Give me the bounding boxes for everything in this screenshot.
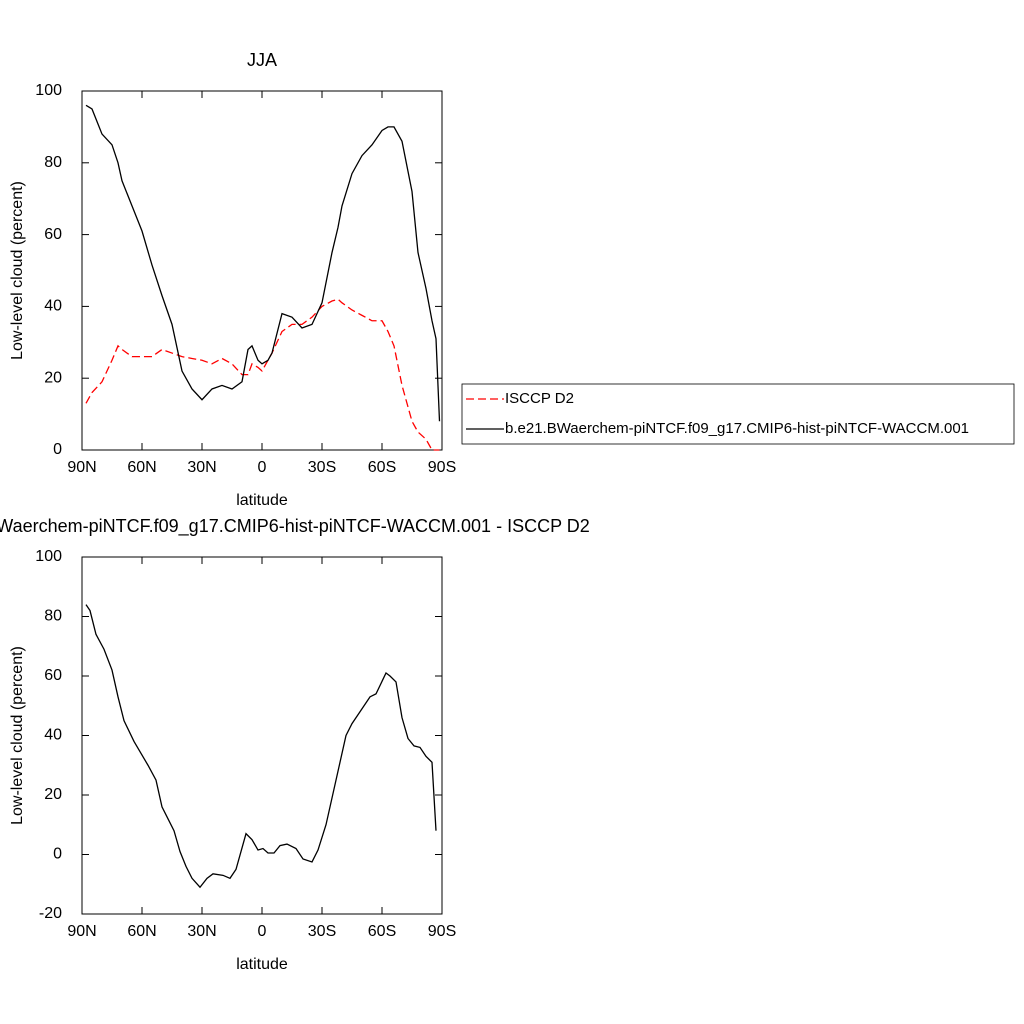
y-tick-label: 60 <box>44 226 62 243</box>
data-line <box>85 104 441 422</box>
y-tick-label: 100 <box>35 548 62 565</box>
y-tick-label: 0 <box>53 846 62 863</box>
x-tick-label: 90S <box>428 923 456 940</box>
legend-label: b.e21.BWaerchem-piNTCF.f09_g17.CMIP6-his… <box>505 420 969 437</box>
x-axis-label: latitude <box>236 492 288 509</box>
data-line <box>85 298 440 451</box>
x-tick-label: 30N <box>187 923 216 940</box>
y-tick-label: 80 <box>44 608 62 625</box>
y-tick-label: 60 <box>44 667 62 684</box>
plot-frame <box>81 556 443 915</box>
y-tick-label: 0 <box>53 441 62 458</box>
x-tick-label: 30N <box>187 459 216 476</box>
y-axis-label: Low-level cloud (percent) <box>9 646 26 825</box>
x-tick-label: 0 <box>258 923 267 940</box>
x-tick-label: 60N <box>127 459 156 476</box>
y-tick-label: -20 <box>39 905 62 922</box>
x-tick-label: 0 <box>258 459 267 476</box>
chart-title: JJA <box>247 50 277 70</box>
y-axis-label: Low-level cloud (percent) <box>9 181 26 360</box>
plot-frame <box>81 90 443 451</box>
legend-label: ISCCP D2 <box>505 390 574 407</box>
x-axis-label: latitude <box>236 956 288 973</box>
x-tick-label: 30S <box>308 923 336 940</box>
x-tick-label: 90N <box>67 923 96 940</box>
legend-box <box>461 383 1015 445</box>
x-tick-label: 90S <box>428 459 456 476</box>
y-tick-label: 40 <box>44 298 62 315</box>
y-tick-label: 80 <box>44 154 62 171</box>
x-tick-label: 90N <box>67 459 96 476</box>
chart-title: b.e21.BWaerchem-piNTCF.f09_g17.CMIP6-his… <box>0 516 590 537</box>
y-tick-label: 20 <box>44 369 62 386</box>
y-tick-label: 40 <box>44 727 62 744</box>
x-tick-label: 30S <box>308 459 336 476</box>
x-tick-label: 60S <box>368 459 396 476</box>
x-tick-label: 60S <box>368 923 396 940</box>
data-line <box>85 604 437 889</box>
x-tick-label: 60N <box>127 923 156 940</box>
y-tick-label: 20 <box>44 786 62 803</box>
y-tick-label: 100 <box>35 82 62 99</box>
